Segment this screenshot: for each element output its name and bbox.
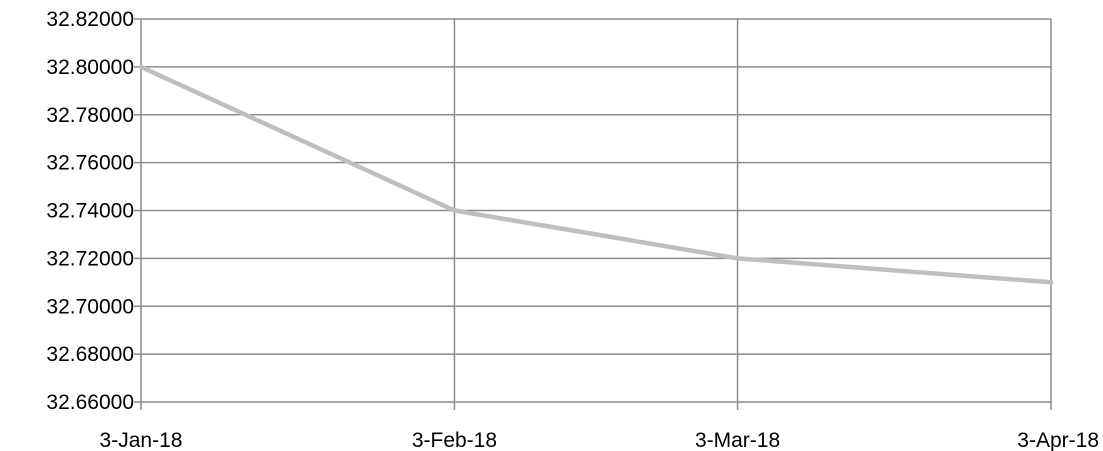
y-tick-label: 32.74000 [46, 200, 134, 223]
y-tick-label: 32.76000 [46, 152, 134, 175]
y-tick-label: 32.68000 [46, 343, 134, 366]
y-tick-label: 32.72000 [46, 247, 134, 270]
y-tick-label: 32.70000 [46, 295, 134, 318]
y-tick-label: 32.80000 [46, 56, 134, 79]
axes [134, 18, 1052, 410]
x-tick-label: 3-Jan-18 [100, 429, 183, 451]
x-tick-label: 3-Feb-18 [412, 429, 497, 451]
tick-labels: 32.66000 32.68000 32.70000 32.72000 32.74000… [46, 8, 1099, 451]
y-tick-label: 32.82000 [46, 8, 134, 31]
x-tick-label: 3-Mar-18 [695, 429, 780, 451]
data-series [138, 64, 1054, 285]
x-tick-label: 3-Apr-18 [1017, 429, 1099, 451]
y-tick-label: 32.78000 [46, 104, 134, 127]
grid-lines [141, 18, 1052, 402]
series-line [138, 64, 1054, 285]
y-tick-label: 32.66000 [46, 391, 134, 414]
